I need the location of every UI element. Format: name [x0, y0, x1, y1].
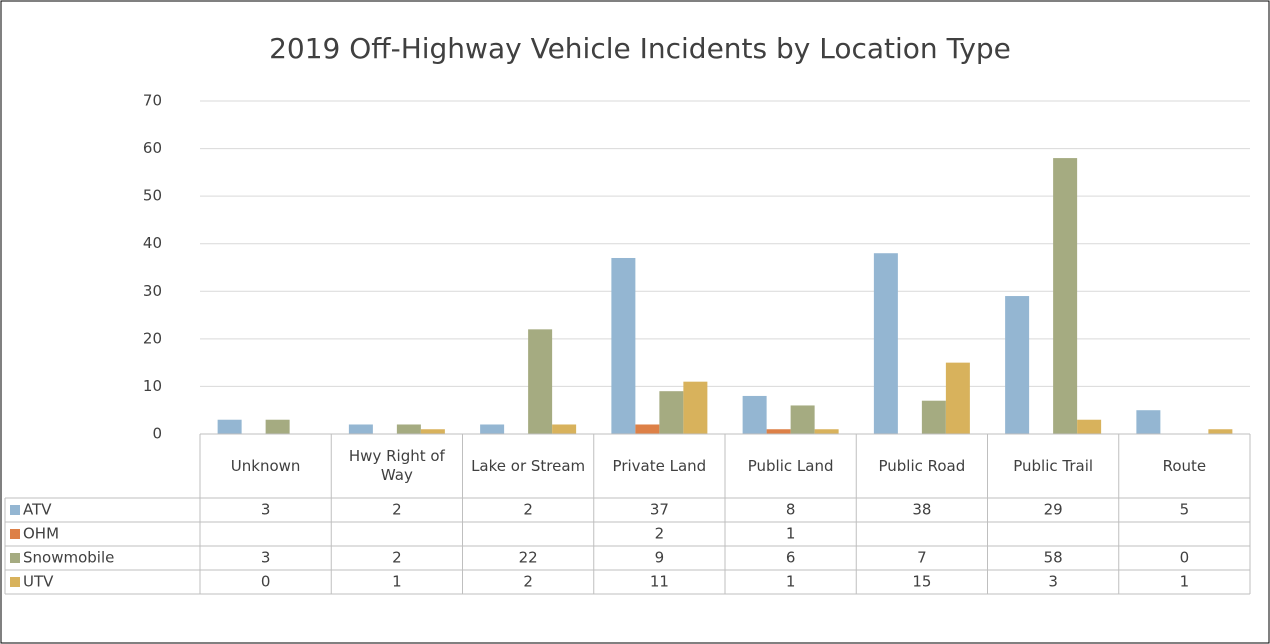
x-tick-label-box: Hwy Right of Way	[348, 447, 445, 484]
table-value: 1	[786, 525, 796, 543]
bar	[790, 405, 815, 434]
y-tick-label: 70	[143, 92, 162, 110]
x-tick-label: Unknown	[230, 456, 301, 475]
table-value: 3	[261, 501, 271, 519]
legend-key	[10, 529, 20, 539]
table-value: 5	[1180, 501, 1190, 519]
bar	[766, 429, 791, 434]
table-value: 0	[1180, 549, 1190, 567]
x-tick-label: Public Land	[747, 456, 834, 475]
bar	[1208, 429, 1233, 434]
y-tick-label: 20	[143, 329, 162, 347]
table-value: 6	[786, 549, 796, 567]
legend-key	[10, 577, 20, 587]
x-tick-label-box: Lake or Stream	[471, 456, 586, 475]
bar	[480, 424, 505, 434]
x-tick-label: Hwy Right of Way	[348, 447, 445, 484]
bar	[814, 429, 839, 434]
bar	[873, 253, 898, 434]
table-value: 11	[650, 573, 669, 591]
bar	[1077, 419, 1102, 434]
bar	[1136, 410, 1161, 434]
x-tick-label: Public Road	[878, 456, 966, 475]
bar	[396, 424, 421, 434]
bar	[420, 429, 445, 434]
bar	[528, 329, 553, 434]
bar	[1005, 296, 1030, 434]
y-tick-label: 10	[143, 377, 162, 395]
y-tick-label: 50	[143, 187, 162, 205]
bar	[635, 424, 660, 434]
bar	[348, 424, 373, 434]
bar	[945, 362, 970, 434]
table-value: 2	[523, 573, 533, 591]
y-tick-label: 40	[143, 234, 162, 252]
y-tick-label: 30	[143, 282, 162, 300]
table-value: 2	[523, 501, 533, 519]
bar	[1053, 158, 1078, 435]
table-value: 38	[912, 501, 931, 519]
bar	[659, 391, 684, 434]
table-value: 0	[261, 573, 271, 591]
bar	[265, 419, 290, 434]
bar	[683, 381, 708, 434]
x-tick-label: Lake or Stream	[471, 456, 586, 475]
table-value: 58	[1044, 549, 1063, 567]
legend-label: ATV	[23, 501, 52, 519]
table-value: 15	[912, 573, 931, 591]
legend-label: Snowmobile	[23, 549, 114, 567]
y-tick-label: 0	[152, 425, 162, 443]
chart-title: 2019 Off-Highway Vehicle Incidents by Lo…	[269, 32, 1011, 65]
bar	[742, 395, 767, 434]
legend-label: OHM	[23, 525, 59, 543]
x-tick-label: Route	[1162, 456, 1207, 475]
legend-label: UTV	[23, 573, 54, 591]
table-value: 1	[1180, 573, 1190, 591]
table-value: 3	[261, 549, 271, 567]
y-tick-label: 60	[143, 139, 162, 157]
x-tick-label-box: Route	[1162, 456, 1207, 475]
x-tick-label-box: Private Land	[612, 456, 707, 475]
x-tick-label-box: Unknown	[230, 456, 301, 475]
table-value: 1	[786, 573, 796, 591]
bar	[921, 400, 946, 434]
bar	[552, 424, 577, 434]
bar	[611, 257, 636, 434]
table-value: 8	[786, 501, 796, 519]
table-value: 22	[519, 549, 538, 567]
legend-key	[10, 505, 20, 515]
x-tick-label-box: Public Land	[747, 456, 834, 475]
table-value: 7	[917, 549, 927, 567]
legend-key	[10, 553, 20, 563]
table-value: 2	[392, 549, 402, 567]
x-tick-label-box: Public Road	[878, 456, 966, 475]
table-value: 1	[392, 573, 402, 591]
table-value: 2	[392, 501, 402, 519]
table-value: 3	[1048, 573, 1058, 591]
table-value: 2	[655, 525, 665, 543]
bar	[217, 419, 242, 434]
x-tick-label: Public Trail	[1013, 456, 1094, 475]
x-tick-label: Private Land	[612, 456, 707, 475]
table-value: 37	[650, 501, 669, 519]
table-value: 9	[655, 549, 665, 567]
x-tick-label-box: Public Trail	[1013, 456, 1094, 475]
table-value: 29	[1044, 501, 1063, 519]
